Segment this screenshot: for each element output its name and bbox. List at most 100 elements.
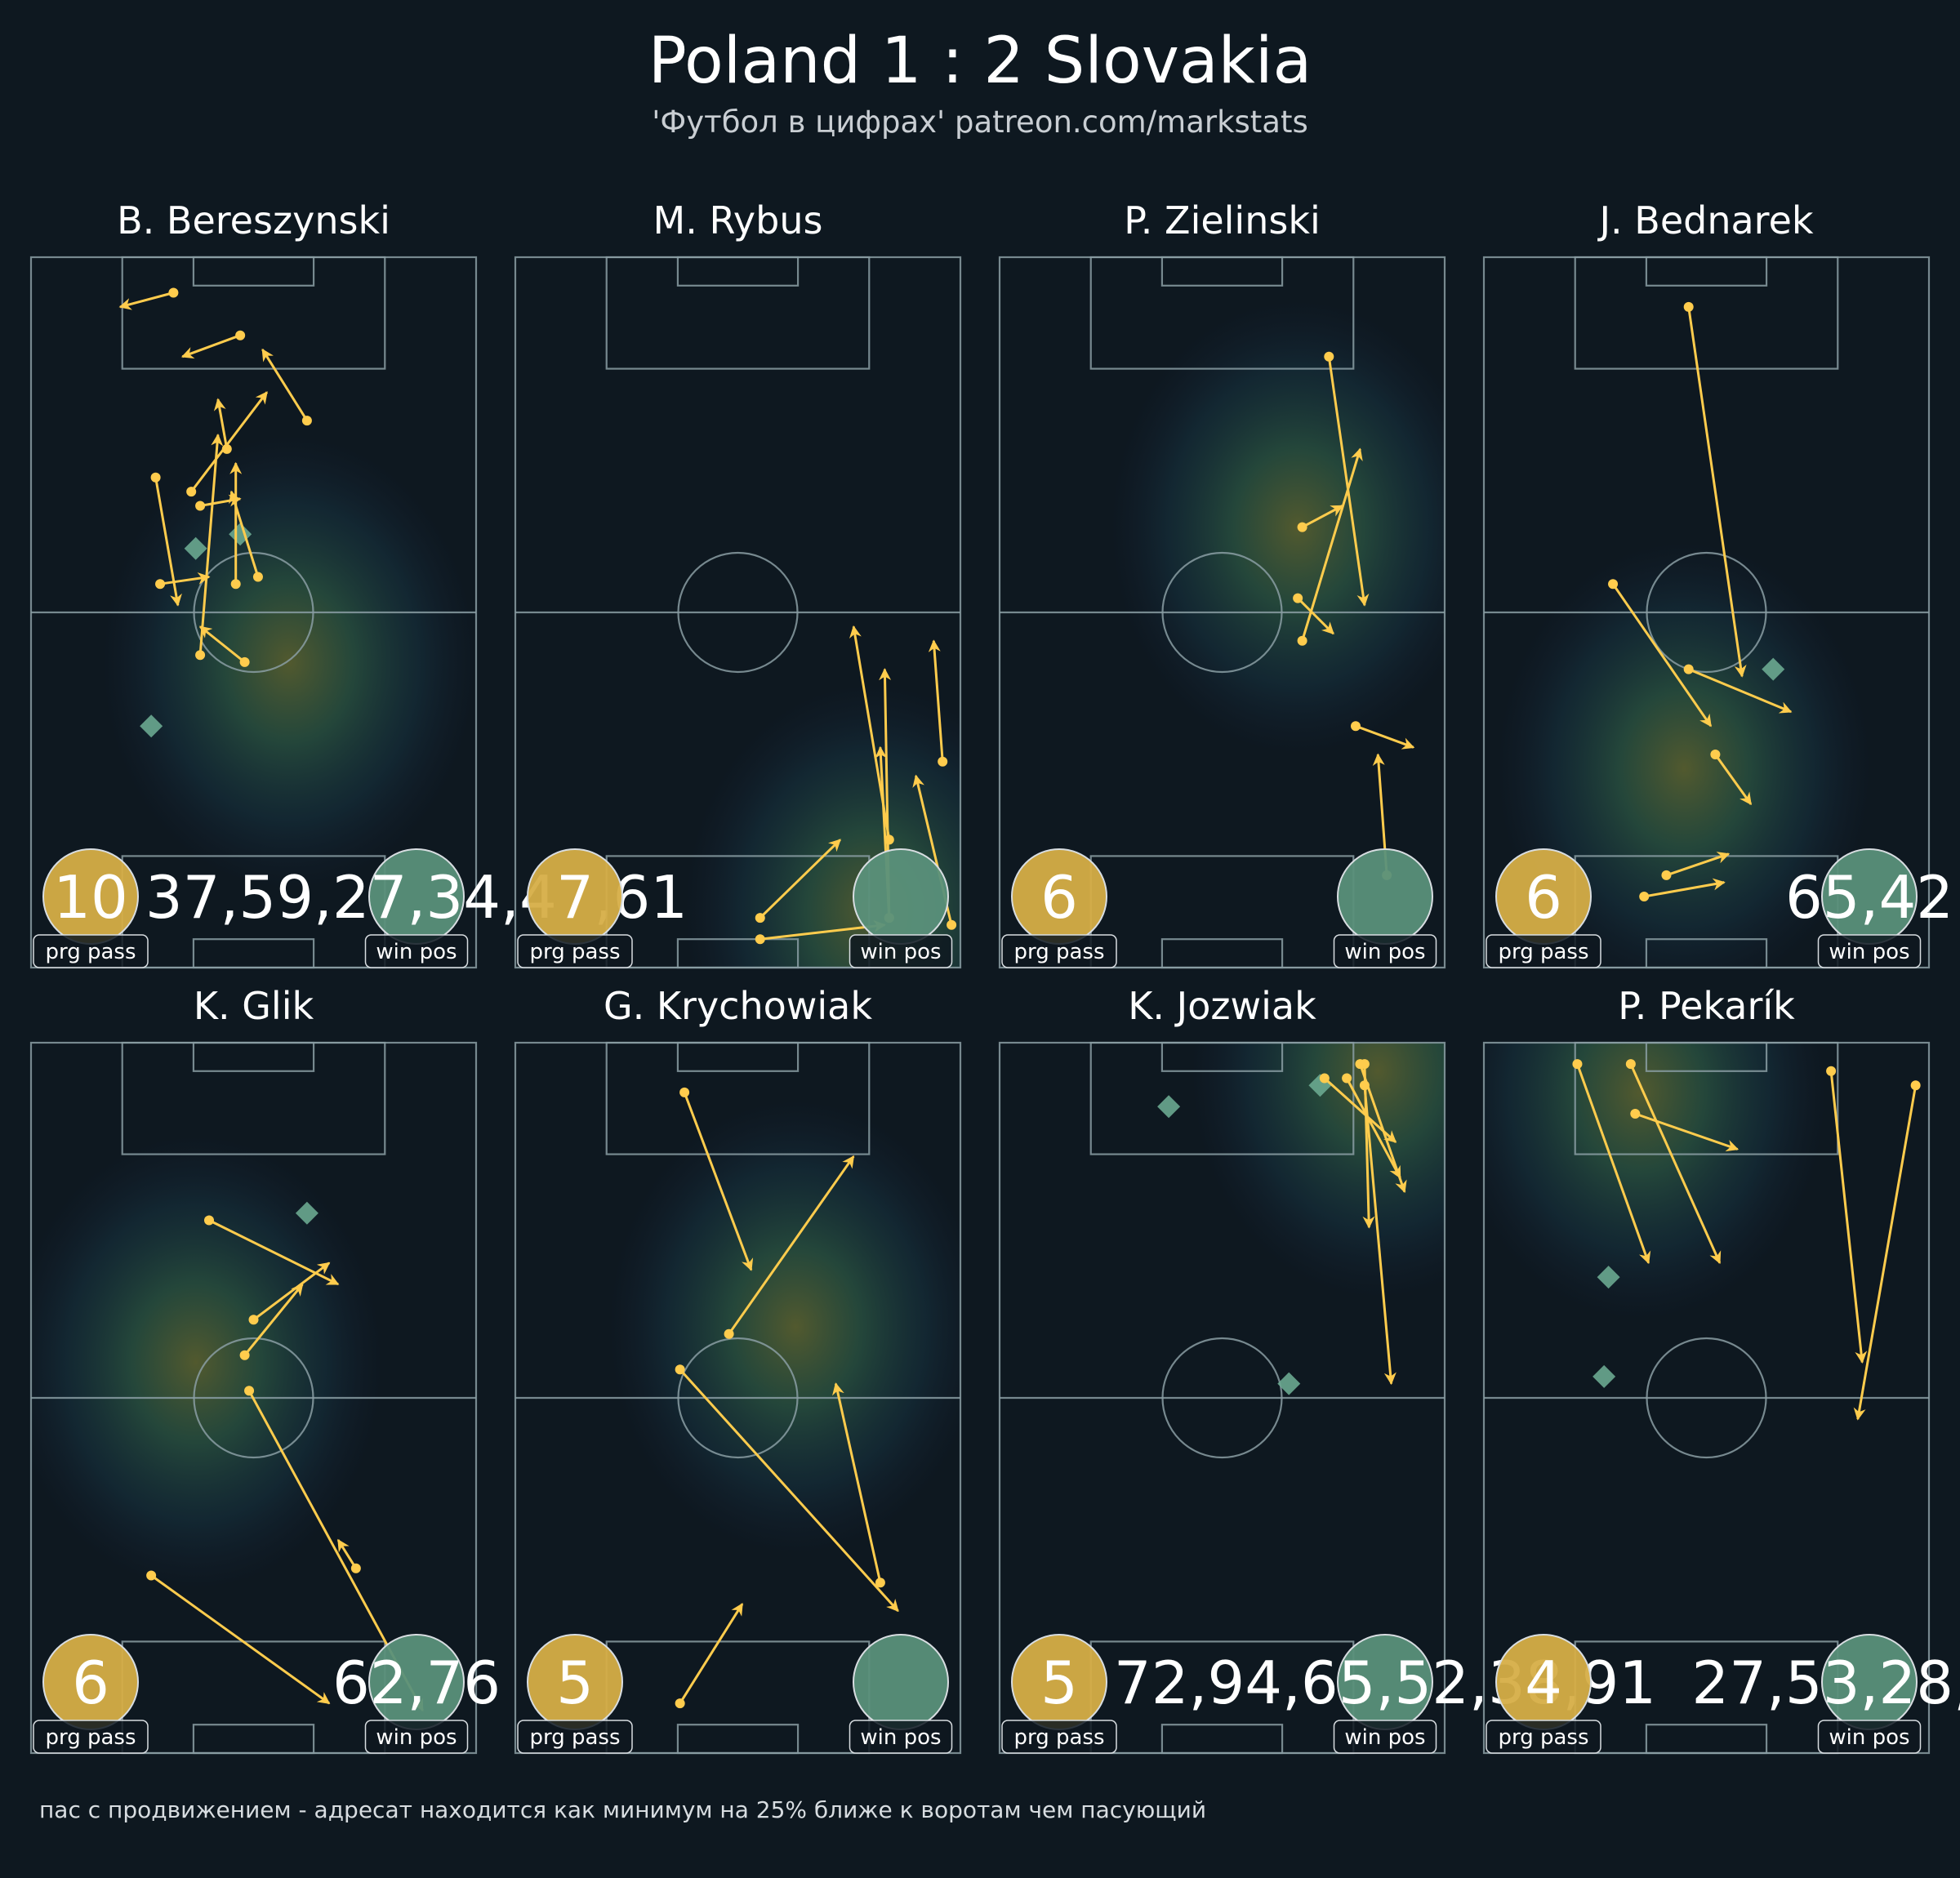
pass-arrow bbox=[1829, 1070, 1868, 1364]
win-pos-marker bbox=[1762, 657, 1785, 681]
center-circle bbox=[193, 1337, 314, 1459]
pass-arrow bbox=[208, 1219, 340, 1286]
pitch-panel: 5 prg pass win pos bbox=[514, 1041, 962, 1755]
player-name-4: J. Bednarek bbox=[1599, 198, 1814, 243]
pass-origin-dot bbox=[248, 1315, 259, 1325]
center-circle bbox=[677, 551, 799, 674]
pass-origin-dot bbox=[1661, 870, 1672, 880]
pass-arrow bbox=[1301, 447, 1363, 642]
pass-arrow bbox=[198, 434, 224, 656]
pass-arrow bbox=[1327, 356, 1370, 607]
penalty-box-top bbox=[121, 1041, 386, 1155]
pass-arrow bbox=[928, 639, 944, 762]
pass-origin-dot bbox=[1683, 664, 1694, 674]
pass-origin-dot bbox=[1324, 351, 1334, 362]
win-pos-label: win pos bbox=[376, 1725, 457, 1750]
pass-arrow bbox=[1297, 597, 1334, 635]
pass-arrow bbox=[1359, 1063, 1407, 1194]
pass-origin-dot bbox=[350, 1563, 361, 1573]
six-yard-box-bottom bbox=[192, 938, 315, 969]
pass-origin-dot bbox=[204, 1215, 214, 1226]
pass-arrow bbox=[759, 839, 841, 919]
prg-pass-count: 4 bbox=[1525, 1649, 1562, 1717]
pass-origin-dot bbox=[875, 1578, 885, 1588]
win-pos-badge bbox=[849, 934, 953, 968]
footnote: пас с продвижением - адресат находится к… bbox=[39, 1796, 1207, 1823]
win-pos-label: win pos bbox=[860, 940, 941, 964]
pitch-panel: 6 prg pass 62,76 win pos bbox=[29, 1041, 501, 1755]
pass-arrow bbox=[1363, 1085, 1396, 1386]
win-pos-marker bbox=[295, 1201, 318, 1225]
win-pos-circle bbox=[1337, 848, 1433, 945]
prg-pass-label: prg pass bbox=[529, 940, 620, 964]
pass-origin-dot bbox=[1608, 579, 1619, 590]
pass-arrow bbox=[159, 572, 211, 585]
pass-arrow bbox=[154, 477, 182, 607]
pass-origin-dot bbox=[195, 501, 206, 511]
pass-origin-dot bbox=[1351, 721, 1361, 732]
win-pos-badge bbox=[1333, 1720, 1437, 1754]
pass-arrow bbox=[849, 625, 891, 840]
penalty-box-bottom bbox=[1089, 855, 1355, 969]
pass-origin-dot bbox=[155, 579, 166, 590]
pass-arrow bbox=[198, 625, 246, 664]
pass-origin-dot bbox=[1625, 1059, 1636, 1070]
six-yard-box-top bbox=[192, 1041, 315, 1072]
prg-pass-count: 7 bbox=[556, 863, 594, 932]
six-yard-box-bottom bbox=[192, 1724, 315, 1755]
six-yard-box-bottom bbox=[1160, 938, 1284, 969]
win-pos-badge bbox=[849, 1720, 953, 1754]
win-pos-label: win pos bbox=[1829, 1725, 1909, 1750]
pass-origin-dot bbox=[230, 579, 241, 590]
pass-arrow bbox=[180, 334, 241, 359]
pass-origin-dot bbox=[252, 572, 263, 582]
density-heatmap bbox=[608, 1099, 960, 1555]
prg-pass-label: prg pass bbox=[1013, 940, 1104, 964]
win-pos-badge bbox=[364, 934, 469, 968]
win-pos-badge bbox=[1817, 1720, 1922, 1754]
pass-origin-dot bbox=[1639, 892, 1650, 901]
density-heatmap bbox=[1497, 541, 1872, 968]
player-name-6: G. Krychowiak bbox=[603, 984, 872, 1028]
pass-arrow bbox=[1345, 1077, 1401, 1179]
win-pos-badge bbox=[364, 1720, 469, 1754]
prg-pass-badge bbox=[1486, 1720, 1601, 1754]
center-circle bbox=[1161, 1337, 1283, 1459]
pass-origin-dot bbox=[1910, 1080, 1921, 1091]
pass-origin-dot bbox=[150, 472, 161, 483]
pass-origin-dot bbox=[1826, 1066, 1837, 1076]
pass-arrow bbox=[1301, 505, 1343, 528]
center-circle bbox=[677, 1337, 799, 1459]
pass-origin-dot bbox=[1630, 1109, 1641, 1119]
pass-origin-dot bbox=[724, 1328, 734, 1339]
six-yard-box-bottom bbox=[1160, 1724, 1284, 1755]
prg-pass-label: prg pass bbox=[529, 1725, 620, 1750]
pass-origin-dot bbox=[1319, 1073, 1330, 1084]
center-circle bbox=[1161, 551, 1283, 674]
player-name-3: P. Zielinski bbox=[1124, 198, 1321, 243]
pass-origin-dot bbox=[235, 330, 246, 340]
pass-origin-dot bbox=[301, 416, 312, 426]
six-yard-box-top bbox=[676, 1041, 800, 1072]
prg-pass-badge bbox=[517, 1720, 633, 1754]
density-heatmap bbox=[1111, 300, 1445, 754]
pass-origin-dot bbox=[195, 650, 206, 661]
pass-arrow bbox=[1643, 878, 1726, 898]
player-name-2: M. Rybus bbox=[653, 198, 823, 243]
player-name-7: K. Jozwiak bbox=[1128, 984, 1316, 1028]
win-pos-count: 62,76 bbox=[332, 1649, 501, 1717]
win-pos-count: 65,42 bbox=[1785, 863, 1953, 932]
six-yard-box-top bbox=[1645, 256, 1768, 287]
pass-arrow bbox=[150, 1574, 331, 1705]
penalty-box-top bbox=[1574, 256, 1839, 370]
pass-origin-dot bbox=[244, 1386, 255, 1396]
prg-pass-badge bbox=[1001, 934, 1117, 968]
pass-arrow bbox=[728, 1155, 855, 1335]
pass-arrow bbox=[213, 398, 229, 450]
pass-arrow bbox=[1714, 754, 1753, 806]
pitch-panel: 6 prg pass win pos bbox=[998, 256, 1446, 969]
pass-origin-dot bbox=[146, 1570, 157, 1581]
six-yard-box-bottom bbox=[676, 938, 800, 969]
win-pos-marker bbox=[1597, 1266, 1620, 1289]
